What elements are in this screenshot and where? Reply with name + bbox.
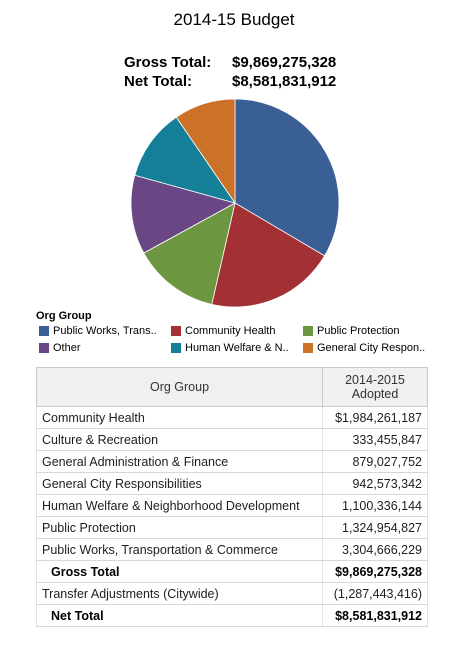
totals-summary: Gross Total: $9,869,275,328 Net Total: $… [124,53,336,91]
legend-swatch [171,343,181,353]
legend-swatch [303,343,313,353]
table-header-row: Org Group 2014-2015 Adopted [36,367,428,407]
legend-title: Org Group [36,310,92,322]
budget-pie-chart[interactable] [129,97,341,309]
gross-total-value: $9,869,275,328 [232,54,337,71]
legend-label: General City Respon.. [317,342,426,354]
legend-label: Public Works, Trans.. [53,325,157,337]
adopted-amount-cell: $8,581,831,912 [322,604,428,627]
table-row: Culture & Recreation 333,455,847 [36,428,428,451]
adopted-amount-cell: 942,573,342 [322,472,428,495]
legend-item-5[interactable]: General City Respon.. [303,341,425,355]
pie-slice-other[interactable] [130,174,237,254]
adopted-amount-cell: 1,324,954,827 [322,516,428,539]
org-group-cell: Culture & Recreation [36,428,323,451]
legend-label: Human Welfare & N.. [185,342,289,354]
table-row: Public Works, Transportation & Commerce 3… [36,538,428,561]
legend-label: Other [53,342,81,354]
adopted-amount-cell: $9,869,275,328 [322,560,428,583]
gross-total-label: Gross Total: [124,54,212,71]
org-group-cell: General Administration & Finance [36,450,323,473]
org-group-cell: Gross Total [36,560,323,583]
legend-swatch [303,326,313,336]
pie-slice-public-works-trans[interactable] [234,98,340,257]
legend-label: Community Health [185,325,276,337]
table-row: Human Welfare & Neighborhood Development… [36,494,428,517]
pie-slice-public-protection[interactable] [143,202,236,305]
table-row: General City Responsibilities 942,573,342 [36,472,428,495]
legend-swatch [39,343,49,353]
table-row: General Administration & Finance 879,027,… [36,450,428,473]
legend-label: Public Protection [317,325,400,337]
table-row: Community Health $1,984,261,187 [36,406,428,429]
net-total-row: Net Total: $8,581,831,912 [124,72,336,91]
org-group-cell: Community Health [36,406,323,429]
gross-total-row: Gross Total: $9,869,275,328 [124,53,336,72]
adopted-amount-cell: 333,455,847 [322,428,428,451]
org-group-cell: Net Total [36,604,323,627]
adopted-amount-cell: (1,287,443,416) [322,582,428,605]
legend-item-0[interactable]: Public Works, Trans.. [39,324,157,338]
pie-slice-general-city-respon[interactable] [175,98,236,205]
table-total-row: Gross Total $9,869,275,328 [36,560,428,583]
legend-item-1[interactable]: Community Health [171,324,275,338]
table-row: Public Protection 1,324,954,827 [36,516,428,539]
table-total-row: Net Total $8,581,831,912 [36,604,428,627]
legend-item-4[interactable]: Human Welfare & N.. [171,341,289,355]
legend-item-2[interactable]: Public Protection [303,324,400,338]
chart-title: 2014-15 Budget [173,10,295,29]
net-total-value: $8,581,831,912 [232,73,337,90]
column-header-org-group[interactable]: Org Group [36,367,323,407]
org-group-cell: Public Protection [36,516,323,539]
legend-swatch [39,326,49,336]
org-group-cell: Transfer Adjustments (Citywide) [36,582,323,605]
column-header-adopted[interactable]: 2014-2015 Adopted [322,367,428,407]
adopted-amount-cell: 879,027,752 [322,450,428,473]
pie-slice-community-health[interactable] [211,202,326,308]
table-row: Transfer Adjustments (Citywide) (1,287,44… [36,582,428,605]
budget-table: Org Group 2014-2015 Adopted Community He… [36,367,428,627]
org-group-cell: Human Welfare & Neighborhood Development [36,494,323,517]
net-total-label: Net Total: [124,73,193,90]
org-group-cell: Public Works, Transportation & Commerce [36,538,323,561]
adopted-amount-cell: $1,984,261,187 [322,406,428,429]
legend-swatch [171,326,181,336]
adopted-amount-cell: 1,100,336,144 [322,494,428,517]
org-group-cell: General City Responsibilities [36,472,323,495]
legend-item-3[interactable]: Other [39,341,81,355]
pie-slice-human-welfare-n[interactable] [134,116,236,204]
adopted-amount-cell: 3,304,666,229 [322,538,428,561]
